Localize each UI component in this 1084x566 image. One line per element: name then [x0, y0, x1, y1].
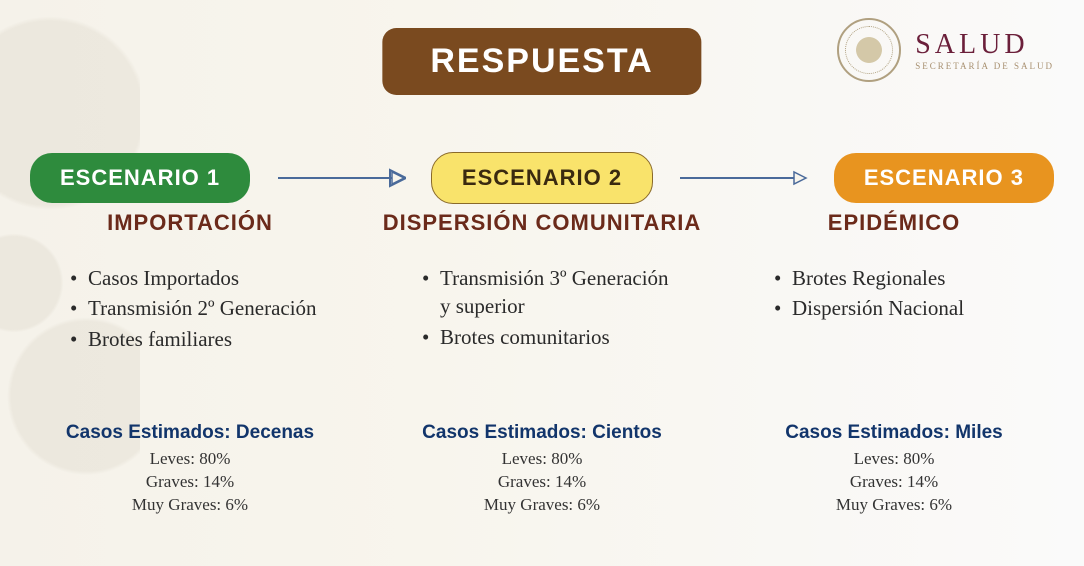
bullet-item: Casos Importados	[70, 264, 330, 292]
estimates-block: Casos Estimados: Cientos Leves: 80% Grav…	[382, 422, 702, 517]
scenario-subtitle: DISPERSIÓN COMUNITARIA	[383, 210, 702, 236]
bullet-item: Transmisión 3º Generación y superior	[422, 264, 682, 321]
estimate-line: Graves: 14%	[30, 471, 350, 494]
estimate-line: Leves: 80%	[30, 448, 350, 471]
estimate-line: Muy Graves: 6%	[734, 494, 1054, 517]
estimates-block: Casos Estimados: Miles Leves: 80% Graves…	[734, 422, 1054, 517]
scenario-pill-2: ESCENARIO 2	[431, 152, 653, 204]
scenario-pill-1: ESCENARIO 1	[30, 153, 250, 203]
estimate-line: Leves: 80%	[734, 448, 1054, 471]
scenario-subtitle: IMPORTACIÓN	[107, 210, 273, 236]
scenario-column-2: DISPERSIÓN COMUNITARIA Transmisión 3º Ge…	[382, 210, 702, 517]
government-seal-icon	[837, 18, 901, 82]
bullet-item: Brotes Regionales	[774, 264, 1034, 292]
columns: IMPORTACIÓN Casos Importados Transmisión…	[30, 210, 1054, 517]
scenario-column-3: EPIDÉMICO Brotes Regionales Dispersión N…	[734, 210, 1054, 517]
scenario-bullets: Brotes Regionales Dispersión Nacional	[734, 264, 1054, 404]
estimate-line: Graves: 14%	[734, 471, 1054, 494]
bullet-item: Brotes comunitarios	[422, 323, 682, 351]
estimate-title: Casos Estimados: Miles	[734, 422, 1054, 444]
estimate-title: Casos Estimados: Decenas	[30, 422, 350, 444]
scenario-pill-3: ESCENARIO 3	[834, 153, 1054, 203]
scenario-column-1: IMPORTACIÓN Casos Importados Transmisión…	[30, 210, 350, 517]
bullet-item: Dispersión Nacional	[774, 294, 1034, 322]
logo-text: SALUD SECRETARÍA DE SALUD	[915, 29, 1054, 71]
scenarios-row: ESCENARIO 1 ESCENARIO 2 ESCENARIO 3	[30, 152, 1054, 204]
logo-sub: SECRETARÍA DE SALUD	[915, 61, 1054, 71]
estimate-title: Casos Estimados: Cientos	[382, 422, 702, 444]
logo-main: SALUD	[915, 29, 1054, 61]
scenario-bullets: Casos Importados Transmisión 2º Generaci…	[30, 264, 350, 404]
arrow-right-icon	[678, 166, 808, 190]
arrow-right-icon	[276, 166, 406, 190]
scenario-bullets: Transmisión 3º Generación y superior Bro…	[382, 264, 702, 404]
estimates-block: Casos Estimados: Decenas Leves: 80% Grav…	[30, 422, 350, 517]
estimate-line: Graves: 14%	[382, 471, 702, 494]
page-title: RESPUESTA	[382, 28, 701, 95]
estimate-line: Muy Graves: 6%	[30, 494, 350, 517]
bullet-item: Brotes familiares	[70, 325, 330, 353]
estimate-line: Leves: 80%	[382, 448, 702, 471]
logo-area: SALUD SECRETARÍA DE SALUD	[837, 18, 1054, 82]
bullet-item: Transmisión 2º Generación	[70, 294, 330, 322]
scenario-subtitle: EPIDÉMICO	[828, 210, 960, 236]
estimate-line: Muy Graves: 6%	[382, 494, 702, 517]
